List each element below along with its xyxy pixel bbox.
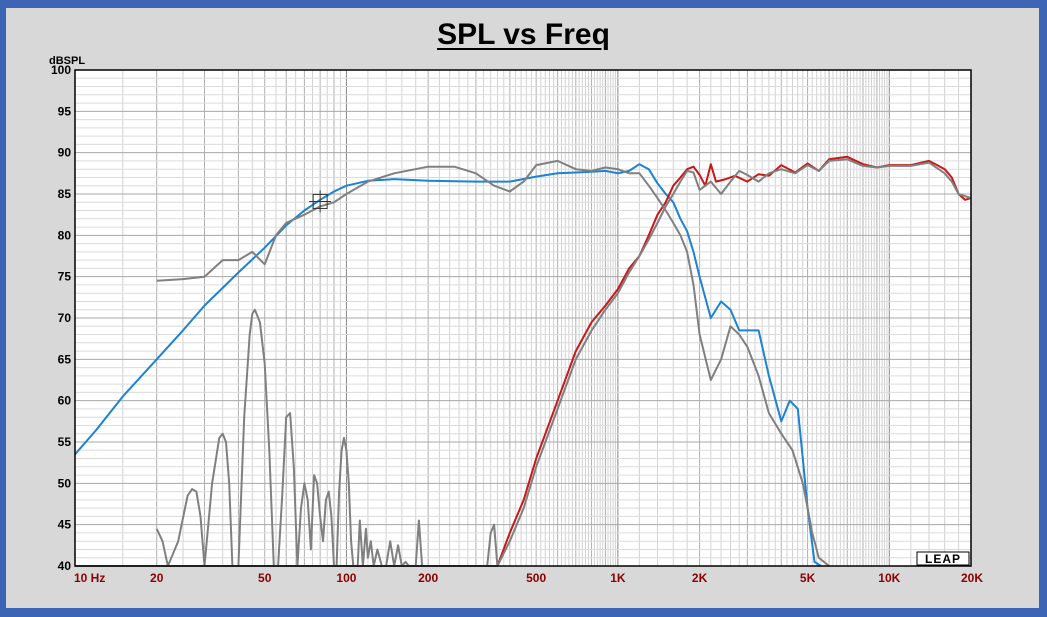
x-tick-label: 200 [418,571,438,585]
x-tick-label: 20K [961,571,983,585]
plot-border [74,69,972,567]
y-tick-label: 45 [58,518,72,532]
series-line-4 [155,308,499,567]
y-tick-label: 60 [58,394,72,408]
series-line-3 [75,158,972,567]
x-tick-label: 10 Hz [74,571,105,585]
x-tick-label: 1K [610,571,626,585]
y-tick-label: 90 [58,146,72,160]
y-tick-label: 70 [58,311,72,325]
y-tick-label: 85 [58,187,72,201]
plot-axes: 40 45 50 55 60 65 70 75 80 85 90 95 100 10 Hz 20 50 100 2… [51,63,983,585]
x-tick-label: 500 [526,571,546,585]
y-tick-label: 40 [58,559,72,573]
leap-logo: LEAP [916,551,970,566]
y-tick-label: 50 [58,476,72,490]
x-tick-label: 5K [800,571,816,585]
plot-grid [74,69,972,567]
y-tick-label: 80 [58,228,72,242]
cursor-marker[interactable] [309,190,332,213]
y-tick-label: 95 [58,104,72,118]
x-tick-label: 50 [258,571,272,585]
x-tick-label: 2K [692,571,708,585]
y-tick-label: 75 [58,270,72,284]
y-tick-label: 55 [58,435,72,449]
leap-logo-text: LEAP [925,552,961,566]
x-tick-label: 20 [150,571,164,585]
y-tick-label: 65 [58,352,72,366]
y-axis-unit-label: dBSPL [49,55,85,67]
chart-title: SPL vs Freq [437,18,610,51]
x-tick-label: 100 [336,571,356,585]
x-tick-label: 10K [878,571,900,585]
y-tick-label: 100 [51,63,71,77]
series-layer [74,155,972,567]
series-line-2 [156,159,830,567]
